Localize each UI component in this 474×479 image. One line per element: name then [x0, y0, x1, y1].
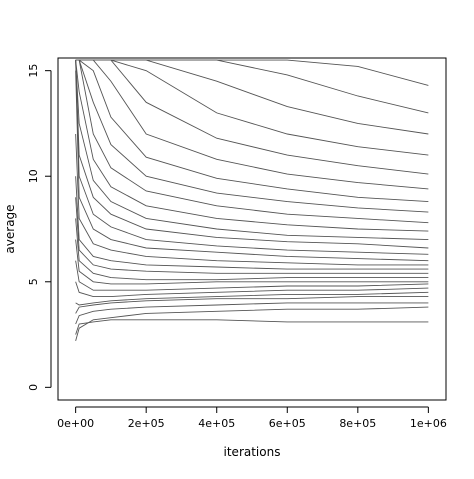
series-line [75, 239, 429, 285]
series-line [75, 59, 429, 203]
y-tick-label: 5 [27, 278, 40, 285]
series-line [75, 302, 429, 325]
x-axis-label: iterations [224, 445, 281, 459]
series-line [75, 218, 429, 281]
x-tick-label: 0e+00 [57, 417, 94, 430]
series-line [75, 60, 429, 255]
series-line [75, 59, 429, 86]
series-line [75, 133, 429, 266]
series-line [75, 306, 429, 342]
series-line [75, 60, 429, 249]
x-tick-label: 6e+05 [269, 417, 306, 430]
y-tick-label: 15 [27, 64, 40, 78]
series-line [75, 291, 429, 306]
x-tick-label: 1e+06 [410, 417, 447, 430]
series-line [75, 60, 429, 232]
series-line [75, 59, 429, 190]
series-line [75, 176, 429, 270]
x-tick-label: 2e+05 [128, 417, 165, 430]
y-axis: 0 5 10 15 [27, 64, 52, 391]
x-axis: 0e+00 2e+05 4e+05 6e+05 8e+05 1e+06 [57, 406, 447, 430]
series-line [75, 59, 429, 224]
series-line [75, 59, 429, 175]
series-line [75, 319, 429, 335]
y-tick-label: 10 [27, 169, 40, 183]
series-line [75, 281, 429, 298]
plot-frame [57, 57, 447, 401]
series-lines [75, 59, 429, 342]
series-line [75, 59, 429, 213]
y-axis-label: average [3, 204, 17, 253]
y-tick-label: 0 [27, 384, 40, 391]
series-line [75, 197, 429, 274]
series-line [75, 260, 429, 291]
series-line [75, 296, 429, 314]
x-tick-label: 8e+05 [339, 417, 376, 430]
series-line [75, 60, 429, 241]
x-tick-label: 4e+05 [198, 417, 235, 430]
series-line [75, 70, 429, 262]
series-line [75, 59, 429, 114]
